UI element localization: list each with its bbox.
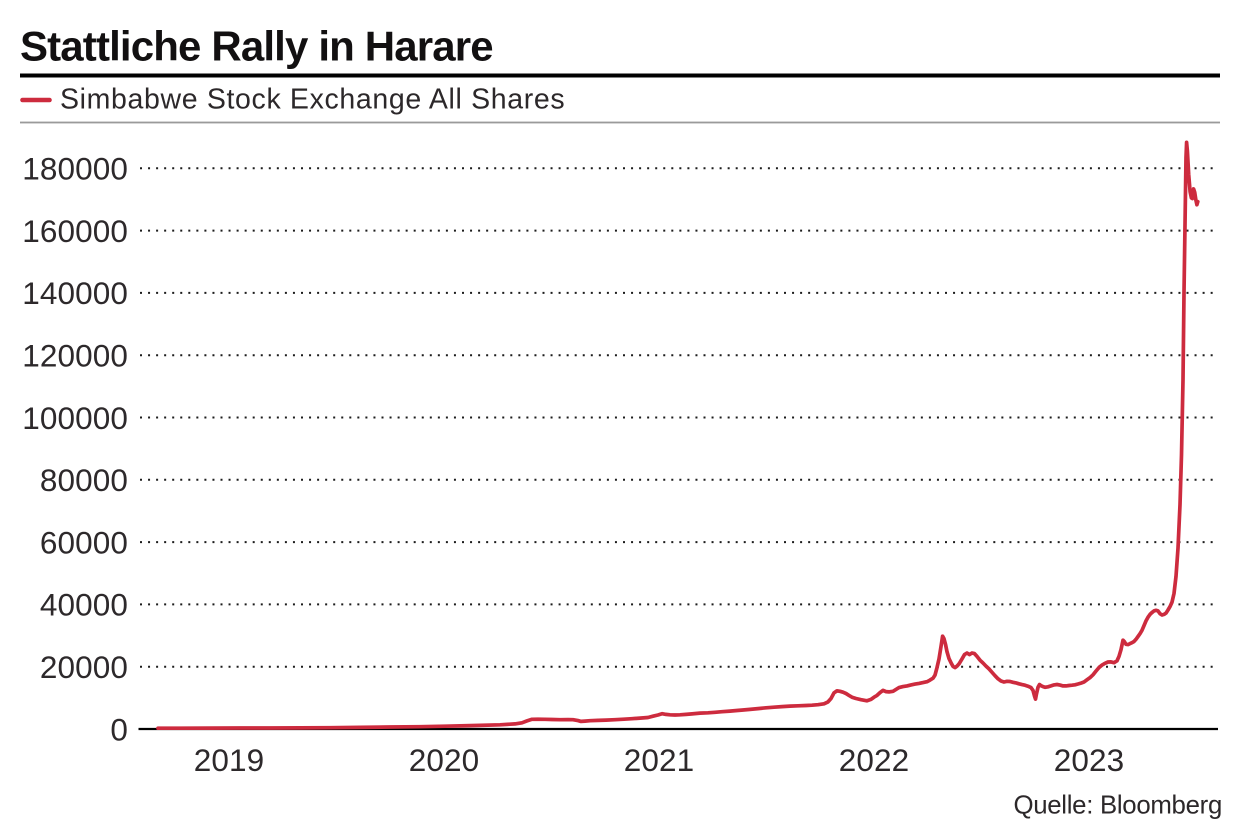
svg-text:80000: 80000 [40, 462, 128, 498]
svg-text:Simbabwe Stock Exchange All Sh: Simbabwe Stock Exchange All Shares [60, 84, 565, 116]
svg-text:2022: 2022 [839, 742, 909, 778]
svg-text:20000: 20000 [40, 649, 128, 685]
svg-text:2019: 2019 [194, 742, 264, 778]
svg-text:160000: 160000 [22, 213, 128, 249]
svg-text:0: 0 [110, 711, 128, 747]
svg-text:120000: 120000 [22, 338, 128, 374]
svg-text:2021: 2021 [624, 742, 694, 778]
svg-text:100000: 100000 [22, 400, 128, 436]
svg-text:40000: 40000 [40, 587, 128, 623]
svg-text:Quelle: Bloomberg: Quelle: Bloomberg [1013, 792, 1222, 820]
svg-text:Stattliche Rally in Harare: Stattliche Rally in Harare [20, 23, 493, 70]
svg-text:2023: 2023 [1054, 742, 1124, 778]
svg-text:60000: 60000 [40, 524, 128, 560]
svg-text:180000: 180000 [22, 151, 128, 187]
svg-text:2020: 2020 [409, 742, 479, 778]
svg-text:140000: 140000 [22, 275, 128, 311]
